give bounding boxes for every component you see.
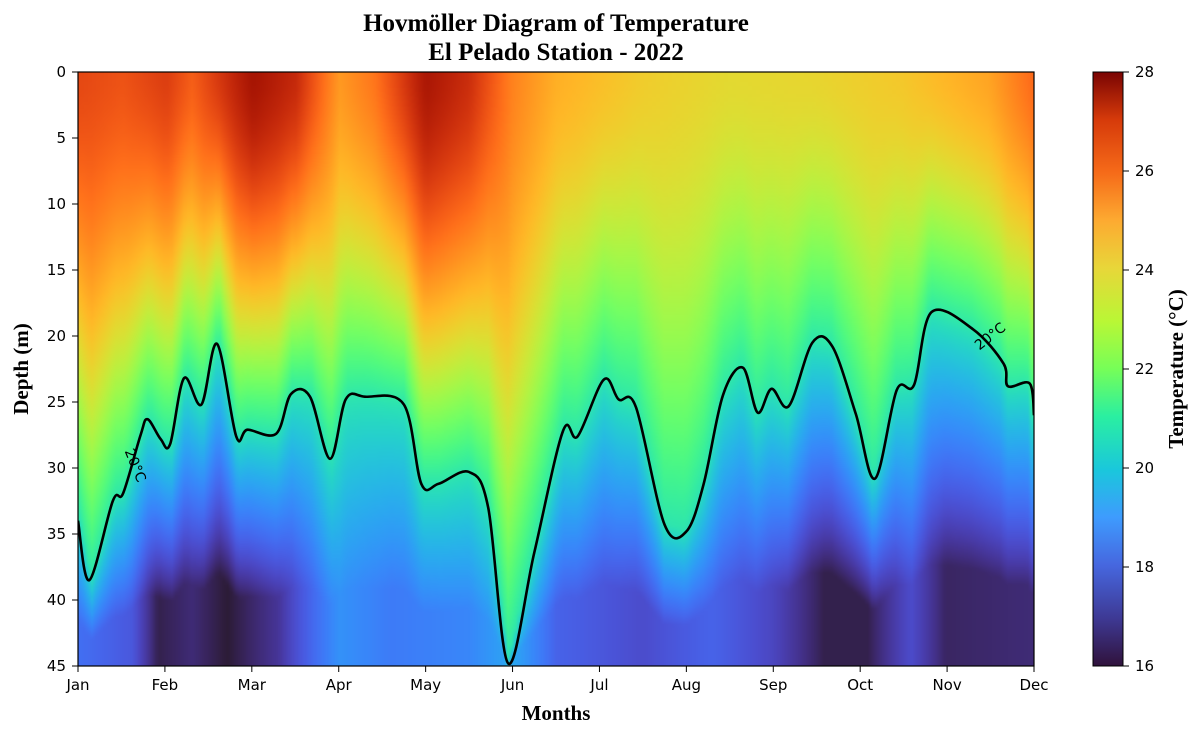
- y-tick-label: 20: [47, 327, 66, 345]
- colorbar-tick-label: 18: [1135, 558, 1154, 576]
- x-tick-label: Jun: [500, 676, 524, 694]
- colorbar-ticks: 16 18 20 22 24 26 28: [1123, 63, 1154, 675]
- x-tick-label: Aug: [672, 676, 701, 694]
- heatmap-field: [78, 72, 1034, 666]
- y-tick-label: 30: [47, 459, 66, 477]
- x-tick-label: Jan: [65, 676, 89, 694]
- y-tick-label: 40: [47, 591, 66, 609]
- x-tick-label: Feb: [152, 676, 179, 694]
- y-tick-label: 5: [56, 129, 66, 147]
- x-tick-label: Apr: [326, 676, 353, 694]
- x-axis-label: Months: [522, 701, 591, 725]
- chart-subtitle: El Pelado Station - 2022: [428, 39, 684, 66]
- x-tick-label: Sep: [759, 676, 787, 694]
- colorbar-tick-label: 24: [1135, 261, 1154, 279]
- x-tick-label: May: [410, 676, 441, 694]
- x-axis: Jan Feb Mar Apr May Jun Jul Aug Sep Oct Nov Dec: [65, 666, 1049, 694]
- colorbar-gradient: [1093, 72, 1123, 666]
- x-tick-label: Nov: [932, 676, 961, 694]
- heatmap-raster: [78, 72, 1034, 666]
- y-axis-label: Depth (m): [9, 323, 33, 415]
- colorbar: 16 18 20 22 24 26 28 Temperature (°C): [1092, 63, 1188, 675]
- colorbar-label: Temperature (°C): [1164, 289, 1188, 448]
- y-tick-label: 35: [47, 525, 66, 543]
- colorbar-tick-label: 16: [1135, 657, 1154, 675]
- x-tick-label: Oct: [847, 676, 873, 694]
- x-tick-label: Mar: [238, 676, 267, 694]
- y-axis: 0 5 10 15 20 25 30 35 40 45: [47, 63, 78, 675]
- y-tick-label: 25: [47, 393, 66, 411]
- colorbar-tick-label: 20: [1135, 459, 1154, 477]
- y-tick-label: 10: [47, 195, 66, 213]
- colorbar-tick-label: 22: [1135, 360, 1154, 378]
- y-tick-label: 15: [47, 261, 66, 279]
- colorbar-tick-label: 26: [1135, 162, 1154, 180]
- x-tick-label: Dec: [1019, 676, 1048, 694]
- contour-20c-line: [78, 308, 1034, 665]
- y-tick-label: 0: [56, 63, 66, 81]
- plot-frame: [77, 71, 1035, 667]
- x-tick-label: Jul: [589, 676, 608, 694]
- chart-title: Hovmöller Diagram of Temperature: [363, 10, 749, 37]
- colorbar-tick-label: 28: [1135, 63, 1154, 81]
- y-tick-label: 45: [47, 657, 66, 675]
